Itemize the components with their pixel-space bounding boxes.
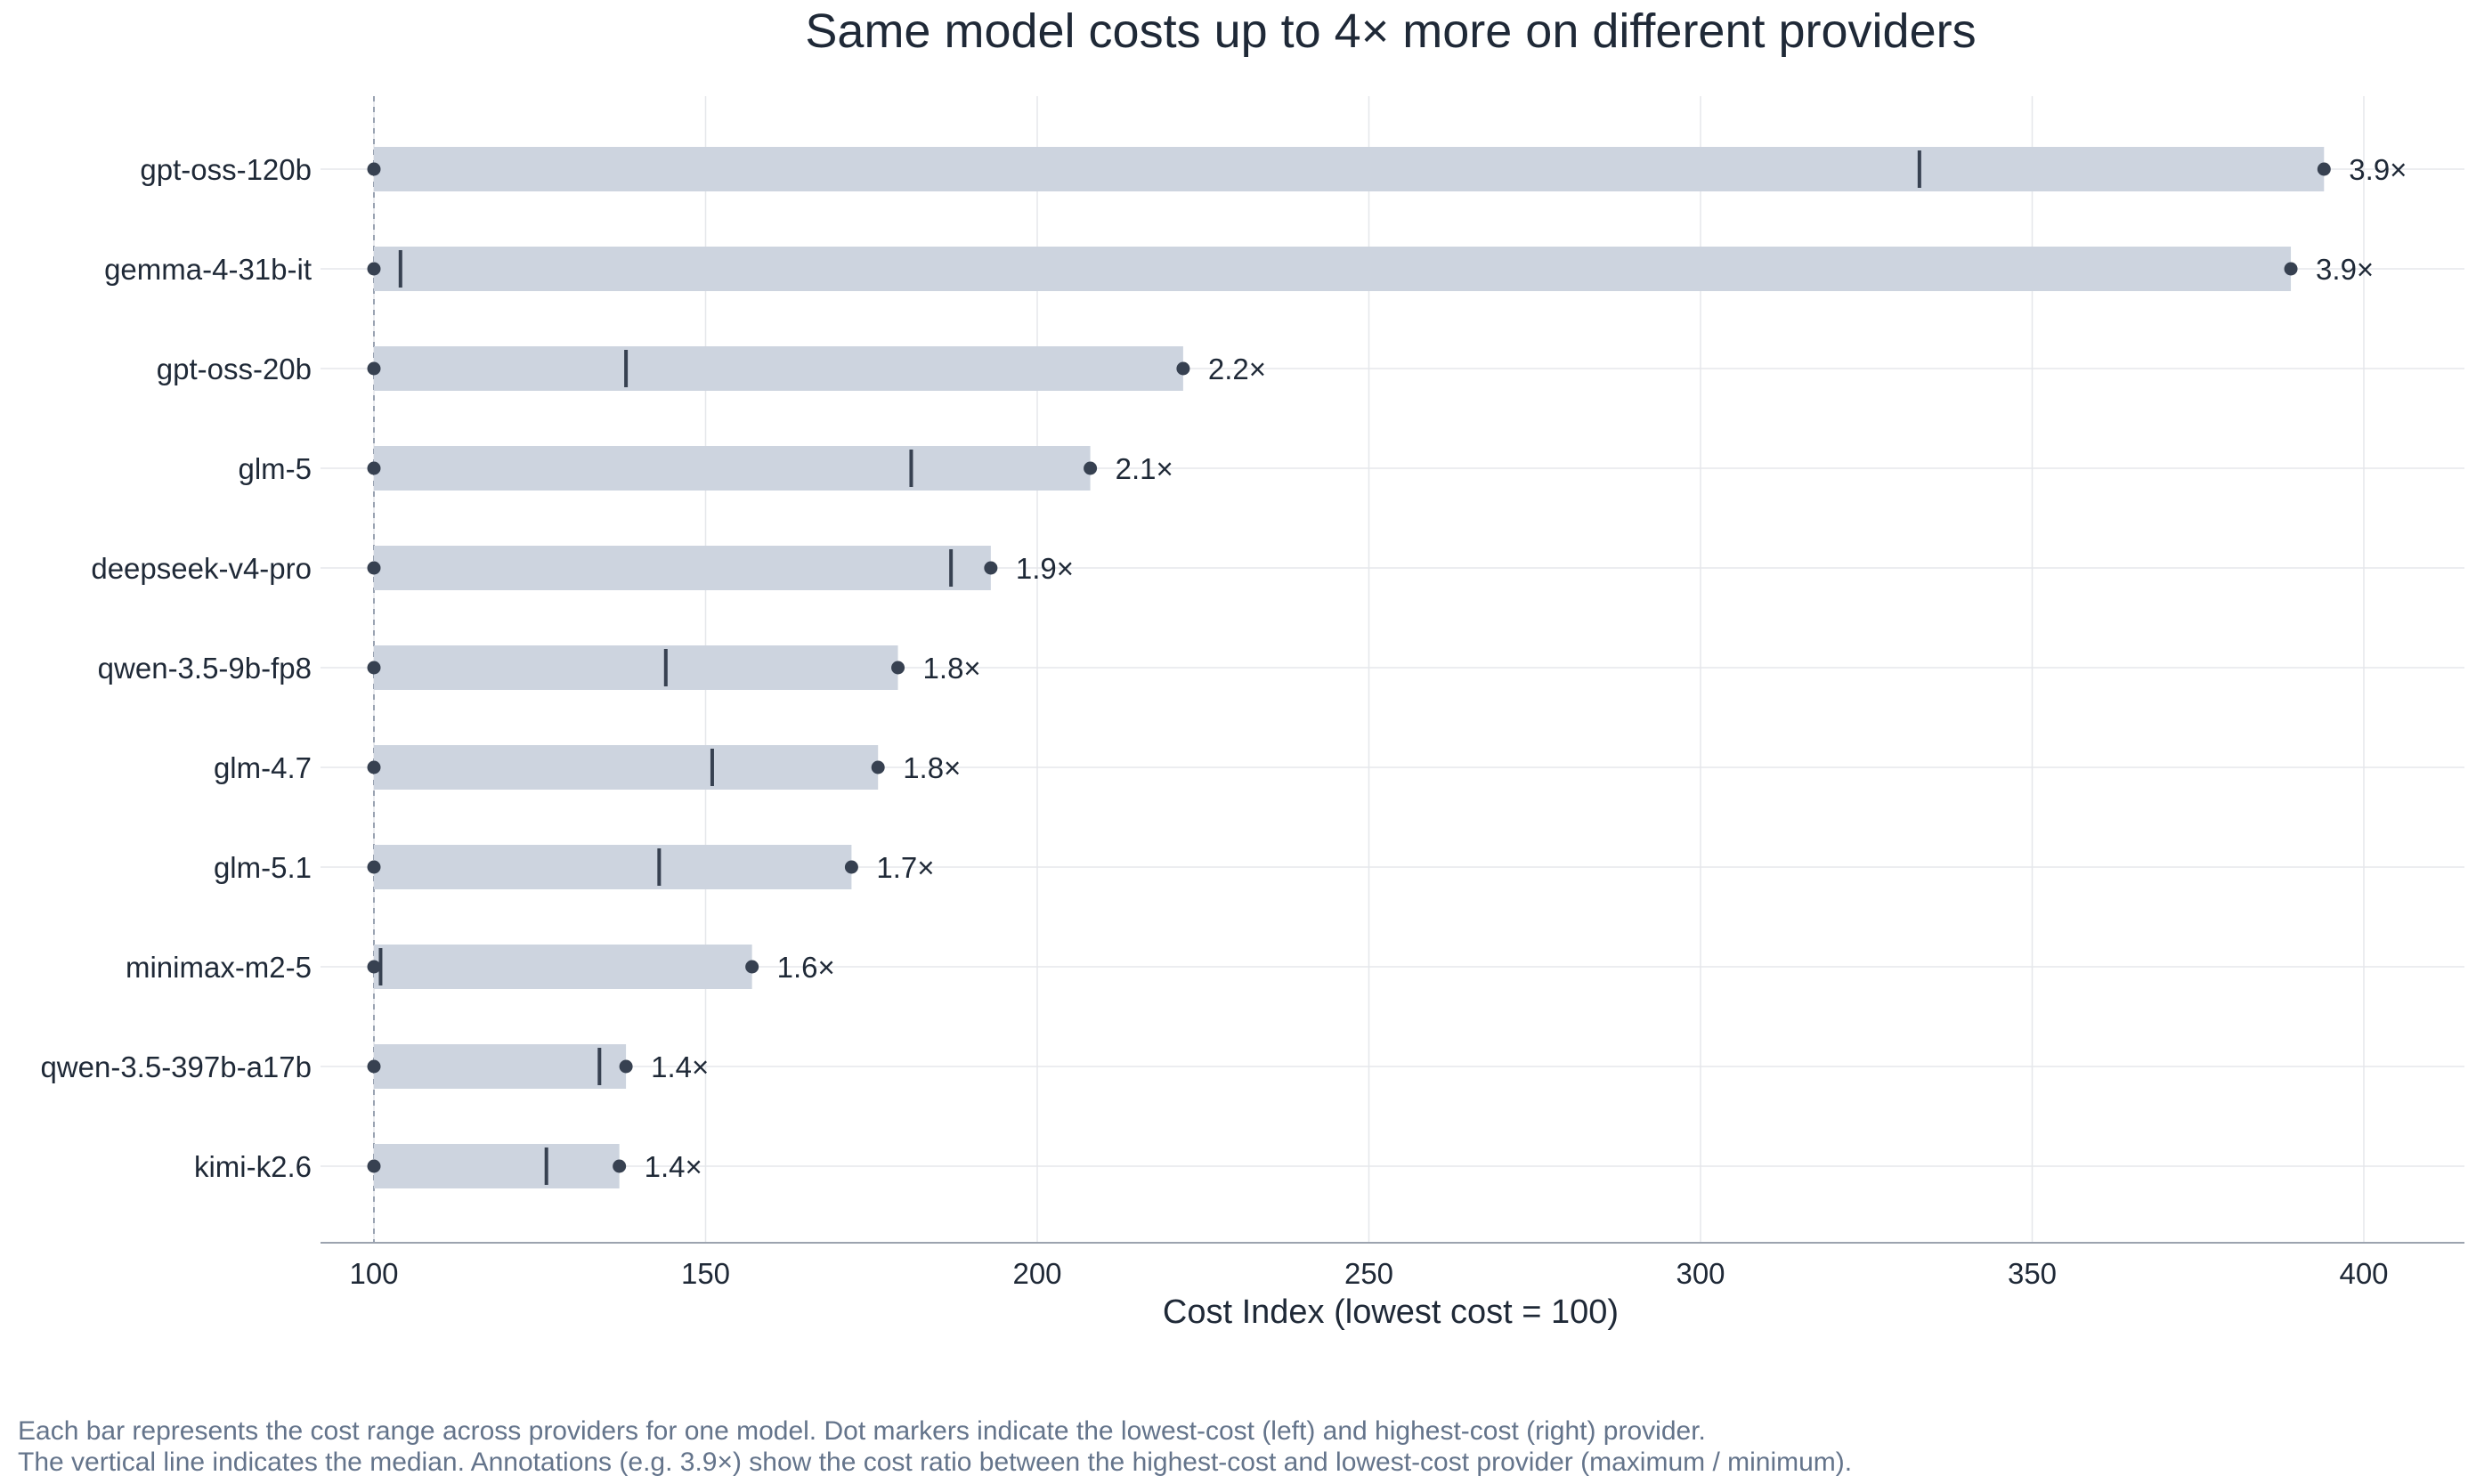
y-tick-label: glm-4.7	[214, 751, 312, 784]
caption-line-2: The vertical line indicates the median. …	[18, 1448, 1852, 1477]
min-marker	[367, 1059, 381, 1074]
y-tick-label: kimi-k2.6	[194, 1150, 312, 1183]
y-tick-label: gpt-oss-20b	[157, 353, 312, 385]
min-marker	[367, 1159, 381, 1173]
min-marker	[367, 361, 381, 376]
ratio-label: 1.4×	[651, 1050, 709, 1083]
x-tick-label: 400	[2339, 1257, 2388, 1290]
max-marker	[1084, 461, 1098, 475]
axis-layer: gpt-oss-120b gemma-4-31b-it gpt-oss-20b glm…	[40, 153, 2464, 1290]
ratio-label: 3.9×	[2316, 253, 2374, 286]
max-marker	[871, 760, 885, 774]
y-tick-label: deepseek-v4-pro	[91, 552, 312, 585]
max-marker	[1176, 361, 1190, 376]
ratio-label: 1.9×	[1016, 552, 1074, 585]
range-bar	[374, 1044, 627, 1089]
y-tick-label: minimax-m2-5	[126, 951, 312, 984]
max-marker	[745, 960, 759, 974]
range-bar	[374, 546, 991, 590]
y-tick-label: gpt-oss-120b	[140, 153, 312, 186]
y-tick-label: gemma-4-31b-it	[104, 253, 312, 286]
ratio-label: 2.2×	[1208, 353, 1266, 385]
ratio-label: 2.1×	[1116, 452, 1173, 485]
x-tick-label: 350	[2008, 1257, 2057, 1290]
min-marker	[367, 760, 381, 774]
range-bar	[374, 845, 852, 889]
min-marker	[367, 860, 381, 874]
max-marker	[891, 661, 905, 675]
range-bar	[374, 446, 1091, 491]
range-bar	[374, 147, 2325, 191]
min-marker	[367, 262, 381, 276]
range-bar	[374, 645, 898, 690]
x-tick-label: 150	[681, 1257, 730, 1290]
x-tick-label: 100	[349, 1257, 398, 1290]
range-bar	[374, 745, 879, 790]
y-tick-label: glm-5.1	[214, 851, 312, 884]
range-bar	[374, 247, 2292, 291]
y-tick-label: qwen-3.5-397b-a17b	[40, 1050, 312, 1083]
chart-title: Same model costs up to 4× more on differ…	[805, 4, 1976, 58]
max-marker	[2317, 162, 2331, 176]
max-marker	[844, 860, 858, 874]
caption-line-1: Each bar represents the cost range acros…	[18, 1416, 1706, 1446]
range-bar	[374, 346, 1183, 391]
y-tick-label: glm-5	[238, 452, 312, 485]
max-marker	[619, 1059, 633, 1074]
range-bar	[374, 945, 752, 989]
max-marker	[2284, 262, 2298, 276]
ratio-label: 1.6×	[777, 951, 835, 984]
min-marker	[367, 162, 381, 176]
max-marker	[984, 561, 998, 575]
ratio-label: 1.7×	[876, 851, 934, 884]
min-marker	[367, 561, 381, 575]
min-marker	[367, 661, 381, 675]
x-tick-label: 300	[1676, 1257, 1725, 1290]
range-bar	[374, 1144, 620, 1188]
x-axis-title: Cost Index (lowest cost = 100)	[1163, 1293, 1619, 1331]
ratio-label: 3.9×	[2349, 153, 2407, 186]
min-marker	[367, 461, 381, 475]
x-tick-label: 250	[1344, 1257, 1393, 1290]
ratio-label: 1.8×	[903, 751, 961, 784]
y-tick-label: qwen-3.5-9b-fp8	[98, 652, 312, 685]
max-marker	[613, 1159, 627, 1173]
x-tick-label: 200	[1012, 1257, 1061, 1290]
ratio-label: 1.4×	[645, 1150, 702, 1183]
bars-layer: 3.9× 3.9× 2.2× 2.1× 1.9× 1.8× 1.8× 1.7× 1.6× 1.4×…	[367, 147, 2407, 1188]
min-marker	[367, 960, 381, 974]
ratio-label: 1.8×	[923, 652, 981, 685]
